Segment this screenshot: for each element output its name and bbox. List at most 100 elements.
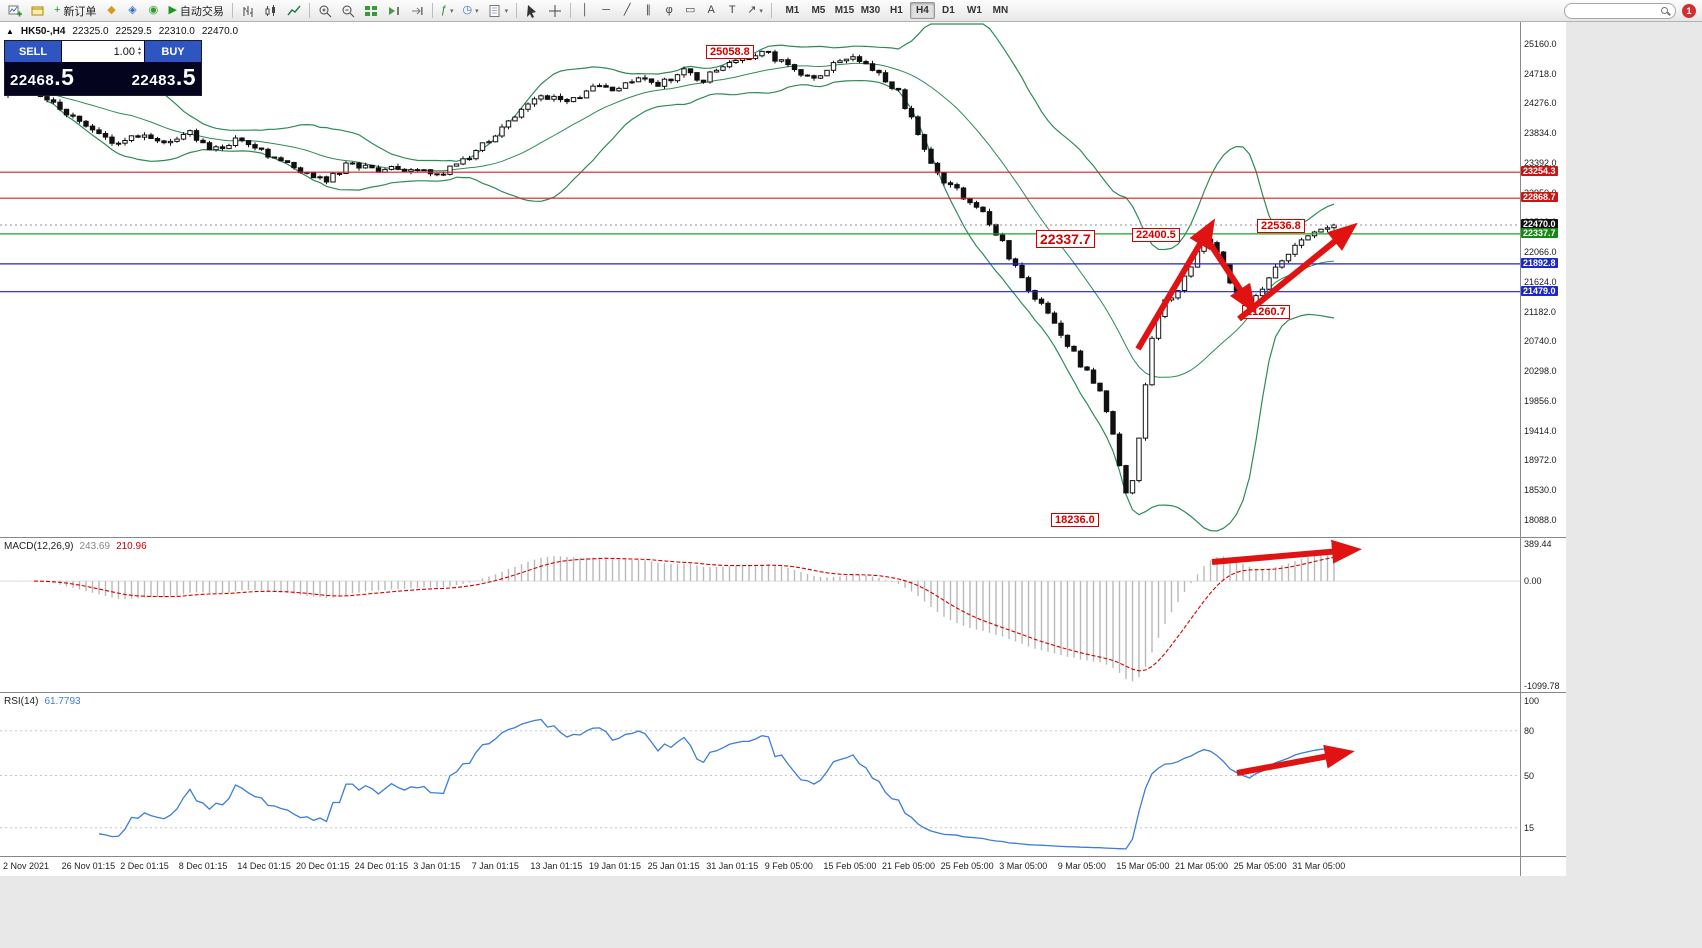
zoom-out-button[interactable] <box>337 2 359 20</box>
macd-axis-tick: 0.00 <box>1524 576 1542 586</box>
panel-splitter[interactable] <box>0 856 1566 857</box>
history-center-button[interactable]: ◆ <box>101 2 121 20</box>
price-annotation[interactable]: 22400.5 <box>1132 228 1180 242</box>
time-axis-label: 31 Mar 05:00 <box>1292 861 1346 871</box>
templates-icon <box>489 4 500 17</box>
price-annotation[interactable]: 22536.8 <box>1257 219 1305 233</box>
auto-scroll-button[interactable] <box>383 2 405 20</box>
rsi-axis[interactable] <box>1520 693 1566 856</box>
bar-chart-icon <box>243 5 253 17</box>
toolbar-separator <box>516 3 518 18</box>
timeframe-m1-button[interactable]: M1 <box>780 2 805 19</box>
rsi-axis-tick: 100 <box>1524 696 1540 706</box>
scripts-button[interactable]: ◉ <box>143 2 163 20</box>
price-chart-panel[interactable]: ▲ HK50-,H4 22325.0 22529.5 22310.0 22470… <box>0 22 1566 537</box>
rsi-line <box>98 718 1335 850</box>
buy-button[interactable]: BUY <box>145 41 201 62</box>
horizontal-line-button[interactable]: ─ <box>596 2 616 20</box>
channel-button[interactable]: ∥ <box>638 2 658 20</box>
timeframe-m5-button[interactable]: M5 <box>806 2 831 19</box>
time-axis-label: 25 Mar 05:00 <box>1233 861 1287 871</box>
zoom-in-button[interactable] <box>314 2 336 20</box>
new-chart-button[interactable] <box>4 2 26 20</box>
timeframe-d1-button[interactable]: D1 <box>936 2 961 19</box>
timeframe-m30-button[interactable]: M30 <box>858 2 883 19</box>
timeframe-h1-button[interactable]: H1 <box>884 2 909 19</box>
macd-histogram <box>20 552 1335 682</box>
time-axis-label: 26 Nov 01:15 <box>61 861 116 871</box>
profiles-button[interactable] <box>27 2 49 20</box>
price-annotation[interactable]: 22337.7 <box>1036 230 1095 248</box>
notification-badge[interactable]: 1 <box>1682 3 1696 18</box>
rsi-value: 61.7793 <box>44 696 81 707</box>
search-input[interactable] <box>1564 2 1676 19</box>
global-variables-icon: ◈ <box>128 4 137 16</box>
time-axis[interactable]: 2 Nov 2021 26 Nov 01:15 2 Dec 01:15 8 Dec 0… <box>0 857 1566 876</box>
price-annotation[interactable]: 18236.0 <box>1051 513 1099 527</box>
price-axis-tick: 21624.0 <box>1524 277 1557 287</box>
shapes-button[interactable]: ▭ <box>680 2 700 20</box>
price-annotation[interactable]: 25058.8 <box>706 45 754 59</box>
trendline-button[interactable]: ╱ <box>617 2 637 20</box>
tile-windows-button[interactable] <box>360 2 382 20</box>
sell-button[interactable]: SELL <box>5 41 61 62</box>
volume-up-button[interactable]: ▴ <box>137 45 141 52</box>
time-axis-label: 2 Nov 2021 <box>3 861 50 871</box>
volume-down-button[interactable]: ▾ <box>137 50 141 57</box>
buy-price[interactable]: 22483.5 <box>131 64 196 90</box>
timeframe-w1-button[interactable]: W1 <box>962 2 987 19</box>
price-axis-badge: 22868.7 <box>1521 192 1558 202</box>
timeframe-h4-button[interactable]: H4 <box>909 2 935 19</box>
new-order-button[interactable]: + 新订单 <box>50 2 100 20</box>
search-icon[interactable] <box>1661 7 1668 14</box>
price-axis[interactable] <box>1520 22 1566 537</box>
one-click-toggle[interactable]: ▲ <box>6 27 14 36</box>
time-axis-label: 3 Mar 05:00 <box>999 861 1048 871</box>
rsi-axis-tick: 80 <box>1524 726 1535 736</box>
macd-value-signal: 210.96 <box>116 541 147 552</box>
zoom-out-icon <box>342 5 355 17</box>
timeframe-mn-button[interactable]: MN <box>988 2 1013 19</box>
crosshair-button[interactable] <box>544 2 566 20</box>
macd-panel[interactable]: MACD(12,26,9) 243.69 210.96 389.44 0.00 -1… <box>0 538 1566 692</box>
vertical-line-button[interactable]: │ <box>575 2 595 20</box>
line-chart-button[interactable] <box>283 2 305 20</box>
price-annotation[interactable]: 21260.7 <box>1242 305 1290 319</box>
periods-button[interactable]: ◷ ▾ <box>459 2 483 20</box>
autotrading-button[interactable]: ▶ 自动交易 <box>164 2 227 20</box>
templates-button[interactable]: ▾ <box>484 2 513 20</box>
volume-field[interactable]: 1.00 ▴ ▾ <box>61 41 145 62</box>
macd-axis[interactable] <box>1520 538 1566 692</box>
new-chart-icon <box>8 5 22 16</box>
time-axis-label: 15 Feb 05:00 <box>823 861 877 871</box>
sell-price[interactable]: 22468.5 <box>10 64 75 90</box>
global-variables-button[interactable]: ◈ <box>122 2 142 20</box>
chevron-down-icon: ▾ <box>450 7 454 15</box>
arrows-button[interactable]: ↗ ▾ <box>743 2 767 20</box>
candlestick-chart-button[interactable] <box>260 2 282 20</box>
price-axis-tick: 20298.0 <box>1524 366 1557 376</box>
bar-chart-button[interactable] <box>237 2 259 20</box>
channel-icon: ∥ <box>645 4 651 16</box>
fibonacci-button[interactable]: φ <box>659 2 679 20</box>
text-label-button[interactable]: T <box>722 2 742 20</box>
timeframe-m15-button[interactable]: M15 <box>832 2 857 19</box>
candlestick-chart[interactable] <box>0 22 1520 537</box>
indicators-button[interactable]: ƒ ▾ <box>437 2 458 20</box>
cursor-button[interactable] <box>521 2 543 20</box>
panel-splitter[interactable] <box>0 692 1566 693</box>
autotrading-icon: ▶ <box>168 4 177 16</box>
history-center-icon: ◆ <box>107 4 116 16</box>
price-axis-tick: 24276.0 <box>1524 98 1557 108</box>
rsi-axis-tick: 15 <box>1524 823 1535 833</box>
line-chart-icon <box>287 5 301 15</box>
price-axis-badge: 21479.0 <box>1521 286 1558 296</box>
text-button[interactable]: A <box>701 2 721 20</box>
rsi-panel[interactable]: RSI(14) 61.7793 100 80 50 15 <box>0 693 1566 856</box>
chart-shift-button[interactable] <box>406 2 428 20</box>
chevron-down-icon: ▾ <box>504 7 509 15</box>
candles[interactable] <box>5 49 1337 495</box>
price-axis-badge: 22470.0 <box>1521 219 1558 229</box>
price-axis-badge: 22337.7 <box>1521 228 1558 238</box>
panel-splitter[interactable] <box>0 537 1566 538</box>
